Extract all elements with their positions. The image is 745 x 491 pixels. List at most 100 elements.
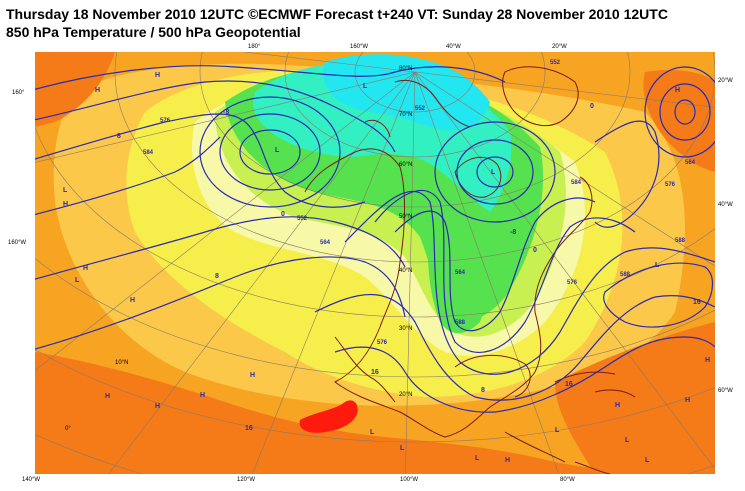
- parallel-50N: [114, 52, 715, 263]
- pressure-center: H: [95, 87, 100, 94]
- cyan-band: [322, 54, 490, 131]
- height-label: 564: [685, 160, 696, 166]
- pressure-center: L: [75, 277, 80, 284]
- temperature-field: [35, 52, 715, 474]
- map-svg: 80°N 70°N 60°N 50°N 40°N 30°N 20°N 10°N …: [35, 52, 715, 474]
- frame-label-left: 160°W: [8, 240, 27, 246]
- frame-label-top: 160°W: [350, 44, 369, 50]
- pressure-center: L: [475, 455, 480, 462]
- height-label: 564: [320, 240, 331, 246]
- pressure-center: L: [400, 445, 405, 452]
- height-label: 576: [665, 182, 676, 188]
- coast-caribbean: [504, 371, 636, 474]
- parallel-20N: [35, 349, 715, 443]
- coast-gulf: [454, 354, 531, 398]
- pressure-center: L: [363, 83, 368, 90]
- temp-label: 8: [481, 387, 485, 394]
- height-labels: 552 576 584 564 552 564 552 564 576 588 …: [143, 60, 696, 346]
- latitude-labels: 80°N 70°N 60°N 50°N 40°N 30°N 20°N 10°N …: [65, 66, 412, 432]
- closed-high: [659, 83, 711, 141]
- pressure-center: H: [155, 72, 160, 79]
- graticule: [35, 52, 715, 474]
- closed-low: [476, 156, 514, 188]
- height-contour: [35, 216, 406, 280]
- height-contour: [35, 65, 506, 90]
- height-contour: [344, 190, 715, 375]
- pressure-center: H: [505, 457, 510, 464]
- pressure-center: H: [685, 397, 690, 404]
- temperature-labels: 8 0 0 -8 -8 0 8 16 16 16 16 8: [117, 103, 701, 432]
- height-label: 564: [455, 270, 466, 276]
- frame-label-left: 160°: [12, 90, 25, 96]
- temp-label: -8: [510, 229, 516, 236]
- frame-label-right: 60°W: [718, 388, 733, 394]
- meridian: [242, 52, 416, 73]
- frame-label-bottom: 120°W: [237, 477, 256, 483]
- green-tongue: [428, 218, 488, 334]
- height-label: 576: [567, 280, 578, 286]
- coast-hudson-bay: [454, 156, 502, 198]
- height-contour: [35, 113, 366, 208]
- parallel-70N: [284, 52, 546, 158]
- deep-orange-southwest: [35, 352, 715, 474]
- hot-red-spot: [299, 400, 358, 433]
- closed-low: [219, 113, 321, 191]
- height-label: 588: [455, 320, 466, 326]
- pressure-center: H: [105, 393, 110, 400]
- coastlines: [304, 66, 636, 474]
- parallel-80N: [354, 52, 476, 113]
- coast-greenland: [502, 66, 579, 126]
- height-label: 584: [571, 180, 582, 186]
- temp-label: 16: [371, 369, 379, 376]
- pressure-center: H: [155, 403, 160, 410]
- height-label: 584: [143, 150, 154, 156]
- height-contour: [35, 136, 221, 216]
- pressure-center: H: [130, 297, 135, 304]
- frame-label-bottom: 140°W: [22, 477, 41, 483]
- lat-label: 50°N: [399, 214, 412, 220]
- closed-low: [239, 129, 301, 175]
- frame-label-top: 40°W: [446, 44, 461, 50]
- parallel-30N: [35, 257, 715, 378]
- parallel-60N: [199, 52, 631, 208]
- pressure-center: H: [83, 265, 88, 272]
- height-label: 552: [297, 216, 308, 222]
- pressure-center: L: [555, 427, 560, 434]
- temp-label: 0: [533, 247, 537, 254]
- temp-label: 0: [281, 211, 285, 218]
- pressure-center: H: [63, 201, 68, 208]
- pressure-center: H: [705, 357, 710, 364]
- lat-label: 60°N: [399, 162, 412, 168]
- frame-label-right: 20°W: [718, 78, 733, 84]
- frame-label-right: 40°W: [718, 202, 733, 208]
- meridian: [414, 71, 559, 474]
- lat-label: 40°N: [399, 268, 412, 274]
- chart-title: Thursday 18 November 2010 12UTC ©ECMWF F…: [6, 6, 668, 22]
- height-label: 552: [550, 60, 561, 66]
- lat-label: 20°N: [399, 392, 412, 398]
- height-contour: [314, 293, 715, 401]
- pressure-center: L: [655, 262, 660, 269]
- meridian: [414, 71, 715, 108]
- meridian: [405, 71, 416, 474]
- lat-label: 70°N: [399, 112, 412, 118]
- closed-high: [674, 99, 696, 125]
- pressure-center: L: [370, 429, 375, 436]
- temp-label: 0: [590, 103, 594, 110]
- height-label: 588: [620, 272, 631, 278]
- temp-label: 16: [245, 425, 253, 432]
- closed-low: [456, 139, 534, 205]
- coast-arctic: [364, 79, 471, 138]
- pressure-center: H: [615, 402, 620, 409]
- lat-label: 0°: [65, 426, 71, 432]
- temp-label: 16: [565, 381, 573, 388]
- lat-label: 10°N: [115, 360, 128, 366]
- geopotential-contours: [35, 65, 715, 413]
- meridian: [414, 71, 715, 470]
- height-label: 576: [160, 118, 171, 124]
- coast-mexico: [334, 336, 396, 403]
- meridian: [251, 71, 416, 474]
- height-contour: [374, 189, 636, 353]
- closed-high: [644, 66, 715, 158]
- height-contour: [35, 80, 396, 153]
